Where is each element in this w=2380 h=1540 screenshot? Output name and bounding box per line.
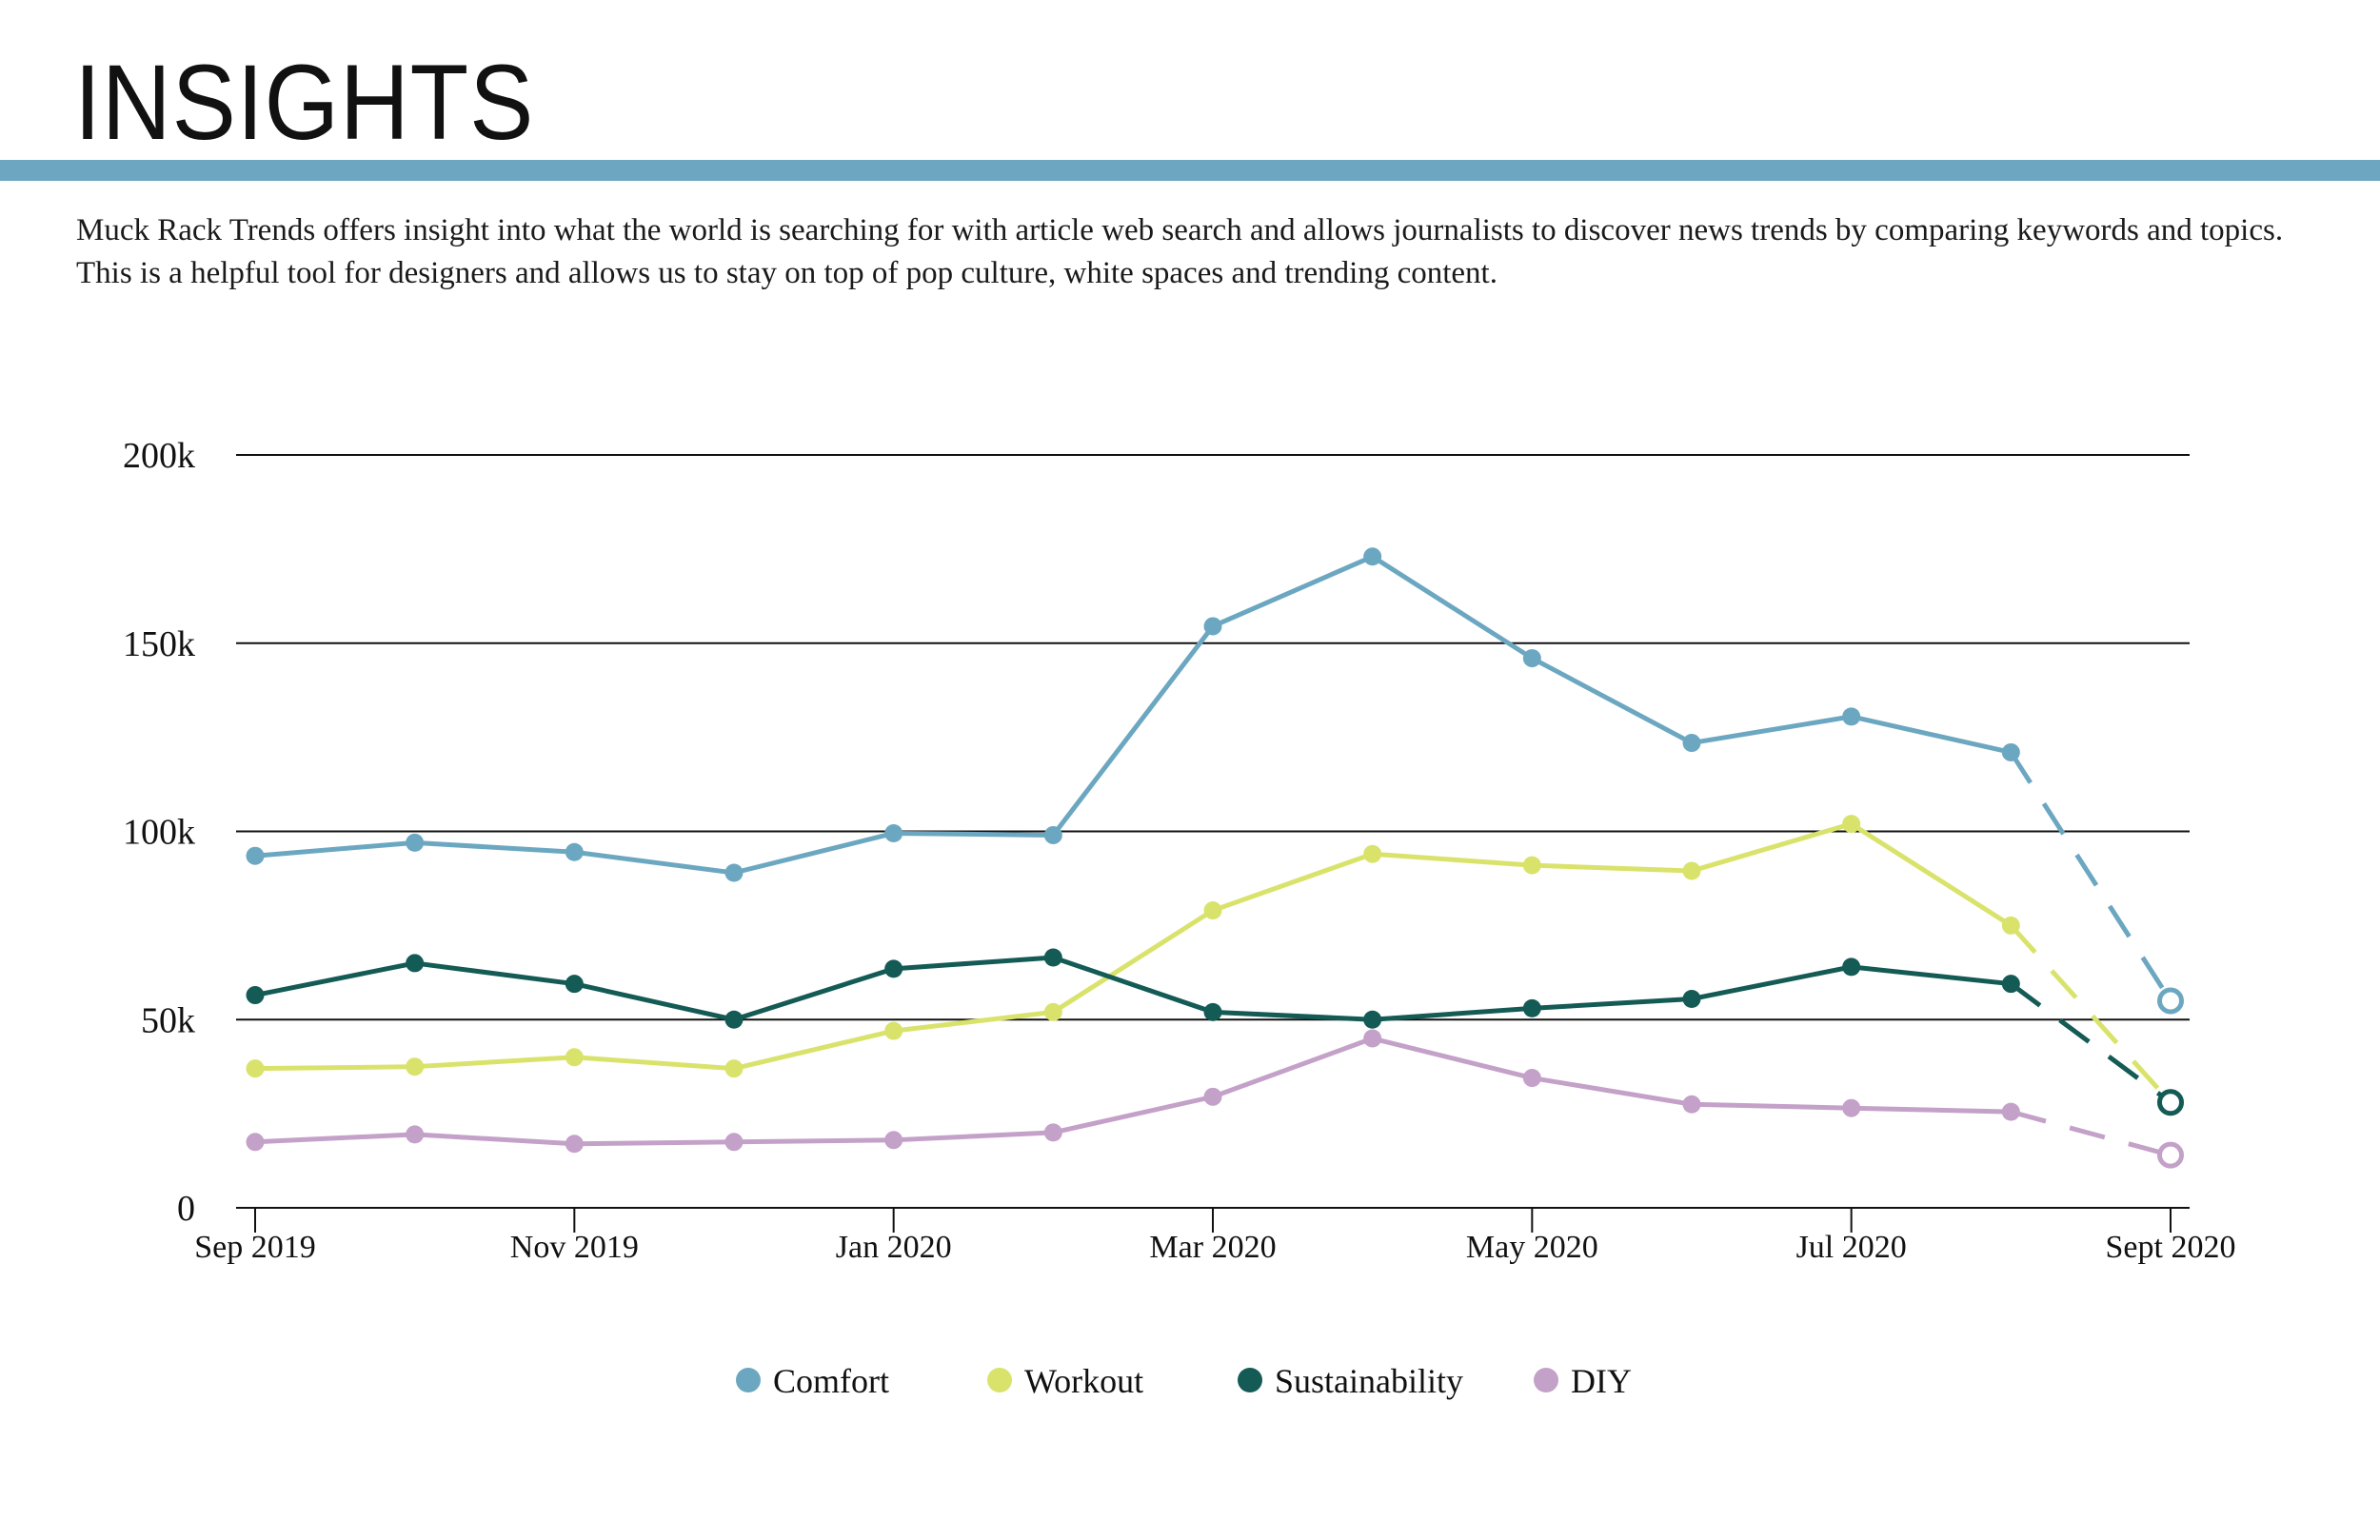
series-line-workout [252,821,2013,1072]
data-point-comfort [724,863,744,882]
axis-layer: 0 50k 100k 150k 200k Sep 2019 Nov 2019 Jan 2020… [123,436,2235,1265]
data-point-diy [1522,1069,1541,1088]
x-tick-label: May 2020 [1466,1230,1598,1265]
data-point-comfort [1203,617,1222,636]
data-point-workout [1522,856,1541,875]
series-projection-sustainability [2009,981,2172,1105]
data-point-workout [1203,901,1222,920]
data-point-sustainability [1363,1010,1382,1029]
data-point-comfort [2001,742,2020,761]
data-point-sustainability [724,1010,744,1029]
y-tick-label: 100k [123,813,195,853]
legend-item-diy: DIY [1534,1362,1632,1400]
legend-swatch [1238,1368,1262,1392]
x-tick-label: Mar 2020 [1149,1230,1276,1265]
data-point-sustainability [1522,998,1541,1017]
data-point-diy [246,1133,265,1152]
series-comfort [246,547,2184,1015]
legend-item-comfort: Comfort [736,1362,889,1400]
data-point-diy [724,1133,744,1152]
series-projection-workout [2009,923,2172,1104]
data-point-sustainability [1682,989,1701,1008]
y-tick-label: 200k [123,436,195,476]
data-point-workout [724,1059,744,1078]
data-point-diy [1682,1095,1701,1114]
projected-point-comfort [2157,987,2184,1015]
series-layer [246,547,2184,1169]
data-point-diy [2001,1102,2020,1121]
data-point-comfort [246,846,265,865]
legend-label: Comfort [773,1362,889,1400]
data-point-diy [1203,1087,1222,1106]
data-point-workout [1043,1002,1062,1021]
legend-item-sustainability: Sustainability [1238,1362,1463,1400]
series-line-diy [252,1036,2013,1147]
y-tick-label: 50k [141,1000,195,1040]
data-point-comfort [1043,825,1062,844]
series-line-sustainability [252,955,2013,1022]
series-diy [246,1029,2184,1169]
data-point-comfort [1842,707,1861,726]
data-point-comfort [1682,734,1701,753]
legend-item-workout: Workout [987,1362,1143,1400]
data-point-workout [1682,861,1701,880]
legend-swatch [736,1368,761,1392]
data-point-sustainability [246,986,265,1005]
data-point-sustainability [1842,958,1861,977]
data-point-comfort [565,842,584,861]
data-point-workout [884,1021,903,1040]
data-point-diy [1043,1123,1062,1142]
x-tick-label: Sep 2019 [194,1230,316,1265]
data-point-diy [884,1131,903,1150]
data-point-sustainability [406,954,425,973]
header-band [0,160,2380,181]
data-point-comfort [1522,649,1541,668]
legend-layer: Comfort Workout Sustainability DIY [736,1362,1632,1400]
y-tick-label: 0 [177,1189,195,1229]
data-point-diy [565,1135,584,1154]
page-title: INSIGHTS [74,43,535,162]
legend-label: Sustainability [1275,1362,1463,1400]
data-point-sustainability [2001,975,2020,994]
projected-point-diy [2157,1141,2184,1169]
data-point-workout [406,1057,425,1076]
legend-label: Workout [1024,1362,1143,1400]
x-tick-label: Nov 2019 [510,1230,639,1265]
data-point-comfort [884,823,903,842]
intro-paragraph: Muck Rack Trends offers insight into wha… [76,213,2284,290]
series-projection-diy [2010,1109,2172,1158]
data-point-diy [406,1125,425,1144]
legend-swatch [1534,1368,1558,1392]
y-tick-label: 150k [123,624,195,664]
data-point-comfort [1363,547,1382,566]
x-tick-label: Jul 2020 [1796,1230,1907,1265]
data-point-workout [246,1059,265,1078]
legend-swatch [987,1368,1012,1392]
projected-point-sustainability [2157,1089,2184,1116]
data-point-sustainability [1043,948,1062,967]
series-workout [246,815,2184,1116]
data-point-diy [1363,1029,1382,1048]
data-point-comfort [406,833,425,852]
data-point-workout [2001,916,2020,935]
data-point-workout [1363,844,1382,863]
data-point-workout [565,1048,584,1067]
data-point-diy [1842,1098,1861,1117]
series-line-comfort [252,554,2013,876]
grid-layer [236,454,2190,1021]
data-point-sustainability [1203,1002,1222,1021]
legend-label: DIY [1571,1362,1632,1400]
series-projection-comfort [2009,751,2173,1002]
x-tick-label: Sept 2020 [2106,1230,2236,1265]
data-point-sustainability [565,975,584,994]
data-point-workout [1842,815,1861,834]
data-point-sustainability [884,959,903,978]
x-tick-label: Jan 2020 [836,1230,952,1265]
series-sustainability [246,948,2184,1116]
